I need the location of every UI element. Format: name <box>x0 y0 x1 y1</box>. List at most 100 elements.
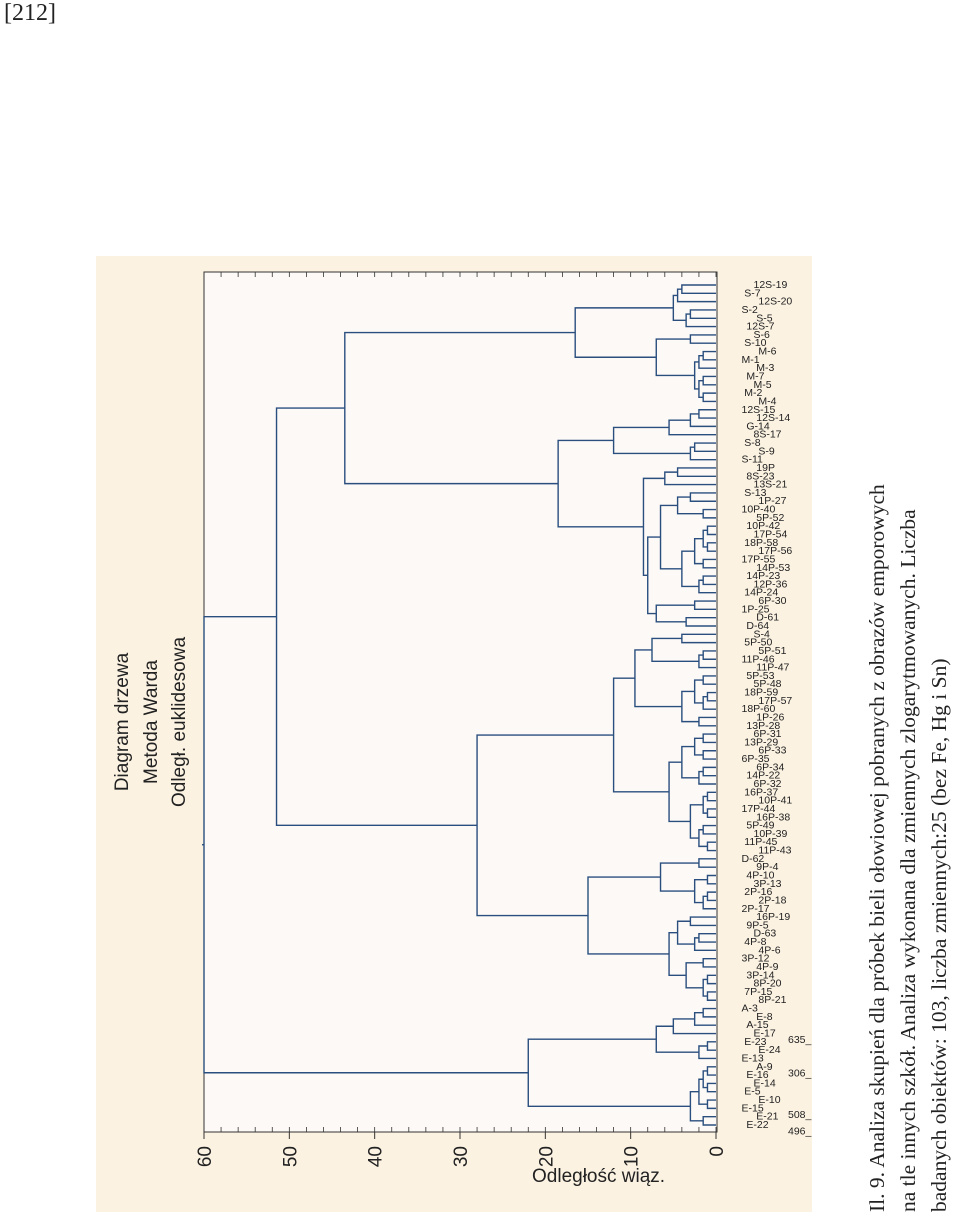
axis-ticks: 0 10 20 30 40 50 60 <box>195 272 728 1167</box>
dendrogram-link <box>681 633 716 644</box>
leaf-label: D-61 <box>756 612 779 624</box>
leaf-label: E-16 <box>746 1069 768 1081</box>
dendrogram-link <box>706 874 716 885</box>
leaf-label: E-5 <box>744 1086 761 1098</box>
leaf-label: 4P-6 <box>758 944 780 956</box>
dendrogram-link <box>693 937 716 952</box>
dendrogram-link <box>693 878 708 904</box>
leaf-label: 13P-28 <box>746 720 780 732</box>
dendrogram-link <box>693 442 716 453</box>
leaf-label: 16P-37 <box>744 786 778 798</box>
leaf-label: 14P-24 <box>744 587 778 599</box>
leaf-label: 17P-57 <box>758 695 792 707</box>
dendrogram-link <box>706 891 716 902</box>
leaf-label: G-14 <box>746 420 770 432</box>
dendrogram-link <box>668 931 687 976</box>
leaf-label: 17P-44 <box>742 803 776 815</box>
leaf-label: 10P-41 <box>758 795 792 807</box>
leaf-label: A-15 <box>746 1019 768 1031</box>
leaf-label: M-5 <box>754 379 772 391</box>
dendrogram-link <box>706 542 716 552</box>
leaf-label: 16P-19 <box>756 911 790 923</box>
leaf-label: M-3 <box>756 362 774 374</box>
leaf-label: 16P-38 <box>756 811 790 823</box>
leaf-label: 4P-8 <box>744 936 766 948</box>
figure-caption: Il. 9. Analiza skupień dla próbek bieli … <box>862 252 955 1212</box>
leaf-label: M-1 <box>742 354 760 366</box>
leaf-label: S-11 <box>742 454 764 466</box>
side-label: 508_ <box>788 1109 812 1121</box>
dendrogram-link <box>655 604 695 623</box>
leaf-label: 10P-42 <box>746 520 780 532</box>
tick-label: 30 <box>451 1146 472 1167</box>
leaf-label: S-9 <box>758 445 775 457</box>
title-line: Metoda Warda <box>141 660 162 784</box>
leaf-label: E-8 <box>756 1011 773 1023</box>
leaf-label: 1P-26 <box>756 711 784 723</box>
leaf-label: S-4 <box>754 628 771 640</box>
dendrogram-link <box>668 419 716 436</box>
caption-line-3: badanych obiektów: 103, liczba zmiennych… <box>927 658 951 1212</box>
dendrogram-link <box>693 679 704 704</box>
dendrogram-link <box>693 361 699 390</box>
dendrogram-link <box>527 1038 691 1107</box>
tick-label: 0 <box>707 1146 728 1157</box>
dendrogram-link <box>706 525 716 536</box>
leaf-label: E-14 <box>754 1077 776 1089</box>
leaf-label: S-8 <box>744 437 761 449</box>
dendrogram-link <box>681 690 699 723</box>
leaf-label: 2P-18 <box>758 894 786 906</box>
leaf-label: 17P-54 <box>754 529 788 541</box>
tick-label: 60 <box>195 1146 216 1167</box>
tick-label: 40 <box>366 1146 387 1167</box>
axis-label: Odległość wiąz. <box>532 1166 665 1187</box>
leaf-label: 17P-55 <box>742 553 776 565</box>
leaf-label: S-7 <box>744 287 761 299</box>
leaf-label: 12S-19 <box>754 279 788 291</box>
side-label: 635_ <box>788 1034 812 1046</box>
leaf-label: 11P-43 <box>758 845 791 857</box>
title-line: Odległ. euklidesowa <box>169 637 190 807</box>
leaf-label: 14P-23 <box>746 570 780 582</box>
dendrogram-link <box>681 550 699 588</box>
dendrogram-link <box>706 1082 716 1093</box>
leaf-label: 13P-29 <box>744 736 778 748</box>
leaf-label: 6P-31 <box>754 728 782 740</box>
dendrogram-link <box>706 791 716 802</box>
leaf-label: 12S-20 <box>758 296 792 308</box>
leaf-label: 6P-35 <box>742 753 770 765</box>
leaf-label: 18P-59 <box>744 687 778 699</box>
dendrogram-link <box>681 745 699 779</box>
leaf-label: 14P-22 <box>746 770 780 782</box>
tick-label: 20 <box>536 1146 557 1167</box>
dendrogram-link <box>668 761 691 823</box>
dendrogram-tree <box>202 284 716 1126</box>
leaf-label: D-62 <box>742 853 765 865</box>
dendrogram-link <box>693 600 716 611</box>
plot-area <box>203 271 718 1133</box>
leaf-label: 12S-7 <box>746 321 774 333</box>
leaf-label: 3P-14 <box>746 969 774 981</box>
page-number: [212] <box>4 0 56 26</box>
leaf-label: 13S-21 <box>754 479 788 491</box>
dendrogram-link <box>693 1012 716 1026</box>
leaf-label: A-3 <box>742 1003 759 1015</box>
leaf-label: 12S-15 <box>742 404 776 416</box>
leaf-label: 8P-20 <box>754 978 782 990</box>
leaf-label: 4P-10 <box>746 869 774 881</box>
leaf-label: 17P-56 <box>758 545 792 557</box>
leaf-label: 11P-46 <box>742 653 775 665</box>
leaf-label: 9P-4 <box>756 861 778 873</box>
leaf-label: 6P-32 <box>754 778 782 790</box>
dendrogram-link <box>642 477 665 577</box>
leaf-label: S-13 <box>744 487 766 499</box>
leaf-label: 14P-53 <box>756 562 790 574</box>
dendrogram-link <box>706 841 716 852</box>
side-label: 306_ <box>788 1067 812 1079</box>
leaf-label: D-63 <box>754 928 777 940</box>
dendrogram-link <box>706 974 716 985</box>
leaf-label: 12S-14 <box>756 412 790 424</box>
leaf-label: S-2 <box>742 304 759 316</box>
dendrogram-link <box>681 284 716 295</box>
